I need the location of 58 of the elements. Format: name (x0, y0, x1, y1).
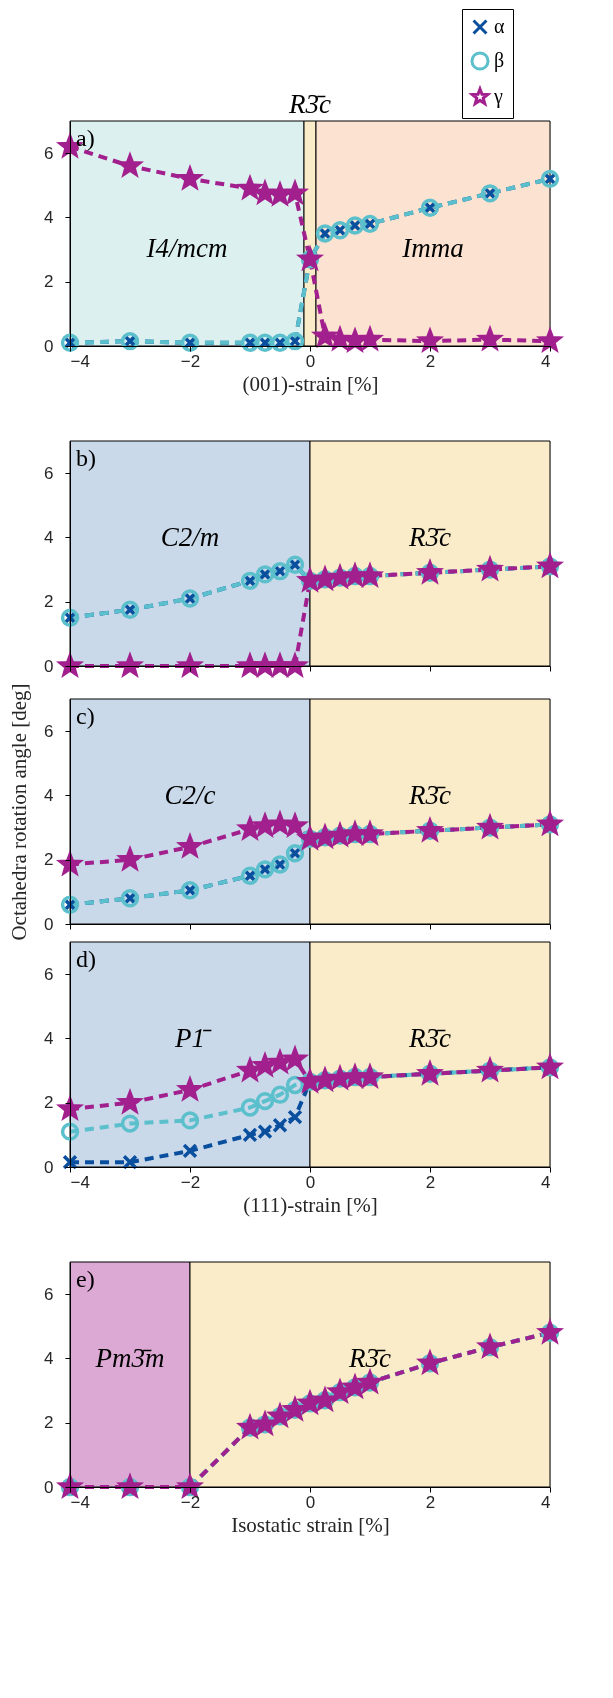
x-tick-label: −2 (180, 351, 201, 371)
band-label: Pm3̄m (94, 1342, 165, 1373)
x-tick-label: 4 (541, 1492, 551, 1512)
annotation: a) (76, 125, 95, 151)
band-label: R3̄c (408, 779, 451, 810)
y-tick-label: 2 (44, 850, 54, 870)
y-tick-label: 6 (44, 964, 54, 984)
y-tick-label: 4 (44, 207, 54, 227)
x-tick-label: 2 (425, 1492, 436, 1512)
band-label: R3̄c (348, 1342, 391, 1373)
band-label: R3̄c (408, 1022, 451, 1053)
x-tick-label: 4 (541, 1172, 551, 1192)
y-tick-label: 0 (44, 1477, 54, 1497)
y-tick-label: 6 (44, 1284, 54, 1304)
band-label: Imma (401, 233, 464, 264)
band-label: C2/m (160, 521, 220, 552)
y-tick-label: 6 (44, 143, 54, 163)
x-tick-label: −2 (180, 1172, 201, 1192)
band-label: C2/c (164, 779, 216, 810)
y-tick-label: 4 (44, 785, 54, 805)
y-tick-label: 2 (44, 592, 54, 612)
band-label: R3̄c (288, 89, 331, 119)
y-tick-label: 4 (44, 1348, 54, 1368)
y-tick-label: 2 (44, 1093, 54, 1113)
x-tick-label: −4 (70, 1492, 90, 1512)
y-tick-label: 0 (44, 914, 54, 934)
band-label: I4/mcm (145, 233, 228, 264)
x-tick-label: 2 (425, 1172, 436, 1192)
y-axis-title: Octahedra rotation angle [deg] (7, 683, 32, 941)
y-tick-label: 6 (44, 721, 54, 741)
x-tick-label: −2 (180, 1492, 201, 1512)
x-tick-label: −4 (70, 351, 90, 371)
x-tick-label: 0 (305, 1492, 316, 1512)
y-tick-label: 0 (44, 336, 54, 356)
annotation: b) (76, 445, 96, 471)
y-tick-label: 0 (44, 1157, 54, 1177)
legend-label: γ (493, 85, 503, 108)
x-axis-title: (111)-strain [%] (243, 1192, 378, 1217)
annotation: d) (76, 946, 96, 972)
y-tick-label: 4 (44, 527, 54, 547)
legend-label: β (494, 49, 505, 72)
x-tick-label: 0 (305, 351, 316, 371)
y-tick-label: 6 (44, 463, 54, 483)
band-label: R3̄c (408, 521, 451, 552)
y-tick-label: 2 (44, 272, 54, 292)
y-tick-label: 2 (44, 1413, 54, 1433)
y-tick-label: 4 (44, 1028, 54, 1048)
x-tick-label: 2 (425, 351, 436, 371)
band-label: P1̄ (174, 1022, 212, 1053)
legend-label: α (494, 15, 505, 37)
annotation: e) (76, 1266, 95, 1292)
x-axis-title: Isostatic strain [%] (231, 1512, 390, 1537)
x-axis-title: (001)-strain [%] (242, 371, 379, 396)
x-tick-label: 4 (541, 351, 551, 371)
x-tick-label: −4 (70, 1172, 90, 1192)
annotation: c) (76, 703, 95, 729)
x-tick-label: 0 (305, 1172, 316, 1192)
y-tick-label: 0 (44, 656, 54, 676)
